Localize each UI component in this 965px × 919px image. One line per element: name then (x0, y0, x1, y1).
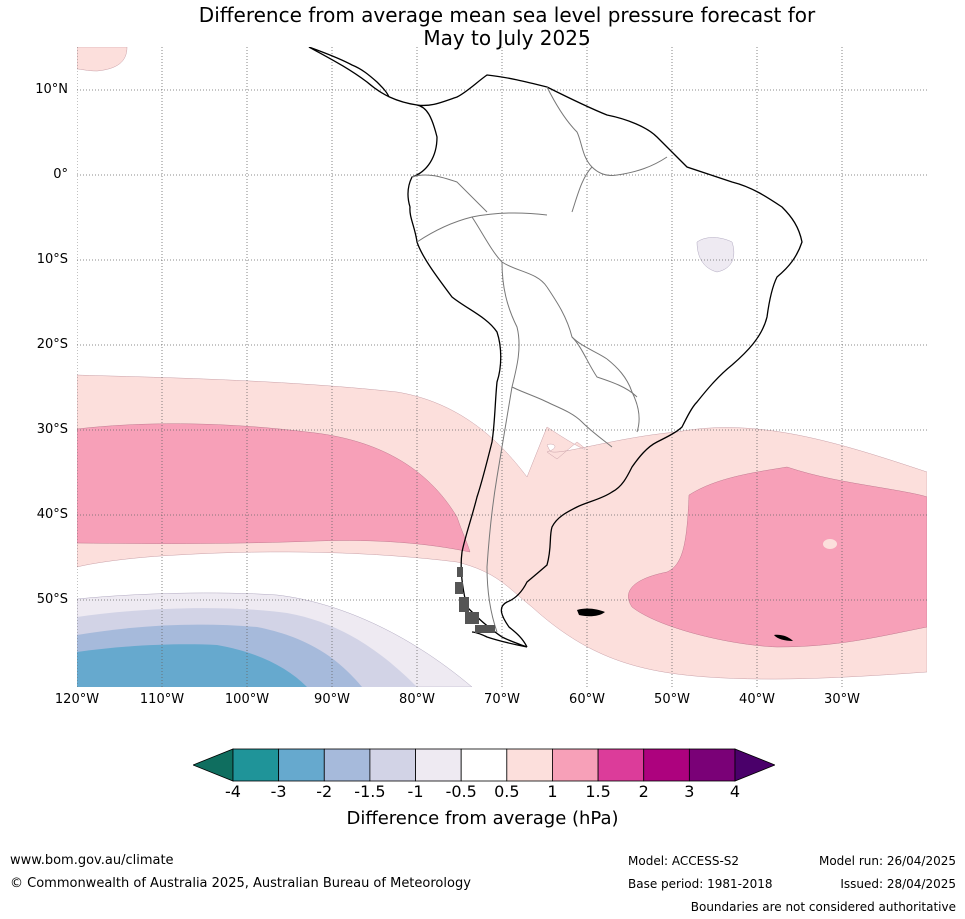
lat-label-10s: 10°S (36, 252, 68, 267)
anomaly-patch-brazil (696, 237, 735, 273)
footer-model-run: Model run: 26/04/2025 (818, 854, 956, 868)
colorbar-tick-label: 3 (684, 782, 695, 801)
chilean-fjords (455, 567, 495, 633)
lat-label-30s: 30°S (36, 422, 68, 437)
colorbar-segment (506, 748, 553, 782)
lon-label-70w: 70°W (484, 692, 520, 707)
title-line-2: May to July 2025 (423, 26, 591, 50)
country-borders (411, 86, 668, 633)
title-line-1: Difference from average mean sea level p… (198, 3, 816, 27)
anomaly-band-pink-east (628, 466, 927, 648)
lat-label-10n: 10°N (35, 82, 68, 97)
lon-label-120w: 120°W (54, 692, 100, 707)
colorbar-tick-label: -3 (270, 782, 287, 801)
colorbar-segment (232, 748, 280, 782)
colorbar-arrow-high (734, 748, 775, 782)
colorbar-segment (460, 748, 508, 782)
colorbar-tick-label: -1 (407, 782, 424, 801)
colorbar-tick-label: -2 (316, 782, 333, 801)
colorbar-label: Difference from average (hPa) (346, 808, 619, 829)
colorbar-tick-label: 2 (638, 782, 649, 801)
colorbar-segment (688, 748, 736, 782)
lon-label-60w: 60°W (569, 692, 605, 707)
footer-copyright: © Commonwealth of Australia 2025, Austra… (10, 876, 471, 891)
south-georgia (774, 634, 793, 641)
footer-base-period: Base period: 1981-2018 (628, 877, 773, 891)
colorbar-tick-label: -0.5 (445, 782, 477, 801)
lat-label-20s: 20°S (36, 337, 68, 352)
falkland-islands (577, 608, 605, 617)
colorbar-tick-label: 4 (729, 782, 741, 801)
footer-disclaimer: Boundaries are not considered authoritat… (690, 900, 956, 914)
south-america-coastline (308, 47, 803, 648)
graticule (77, 47, 927, 687)
anomaly-island-light (823, 539, 837, 549)
pressure-anomaly-map (77, 47, 927, 687)
lon-label-50w: 50°W (654, 692, 690, 707)
footer-url: www.bom.gov.au/climate (10, 853, 174, 868)
footer-model: Model: ACCESS-S2 (628, 854, 740, 868)
colorbar-tick-label: -1.5 (354, 782, 386, 801)
colorbar-segment (597, 748, 645, 782)
anomaly-band-blue (77, 644, 307, 687)
anomaly-patch-northwest (77, 47, 128, 72)
lon-label-100w: 100°W (224, 692, 270, 707)
colorbar-segment (643, 748, 690, 782)
lon-label-90w: 90°W (314, 692, 350, 707)
lat-label-40s: 40°S (36, 507, 68, 522)
colorbar-segment (323, 748, 371, 782)
footer-issued: Issued: 28/04/2025 (840, 877, 956, 891)
central-america-coastline (308, 47, 390, 98)
lat-label-0: 0° (53, 167, 68, 182)
colorbar-tick-label: 1 (547, 782, 558, 801)
anomaly-band-pink-west (77, 423, 471, 553)
colorbar-segment (552, 748, 599, 782)
colorbar-tick-label: 1.5 (585, 782, 611, 801)
colorbar-segment (415, 748, 462, 782)
colorbar-tick-label: -4 (225, 782, 241, 801)
colorbar (193, 748, 775, 782)
colorbar-tick-label: 0.5 (494, 782, 520, 801)
lon-label-110w: 110°W (139, 692, 185, 707)
lat-label-50s: 50°S (36, 592, 68, 607)
lon-label-40w: 40°W (739, 692, 775, 707)
chart-title: Difference from average mean sea level p… (0, 4, 965, 50)
colorbar-segment (369, 748, 416, 782)
colorbar-arrow-low (193, 748, 234, 782)
colorbar-segment (278, 748, 325, 782)
lon-label-30w: 30°W (824, 692, 860, 707)
lon-label-80w: 80°W (399, 692, 435, 707)
